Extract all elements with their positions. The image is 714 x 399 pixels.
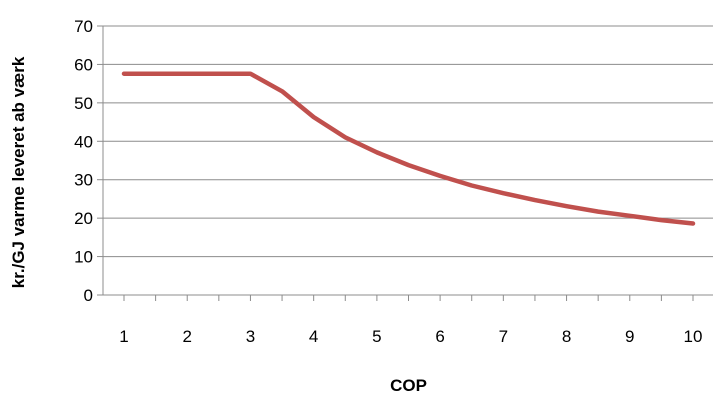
x-tick-label: 2: [182, 327, 191, 346]
y-tick-label: 30: [74, 171, 93, 190]
tick-marks: [97, 25, 694, 301]
y-tick-label: 70: [74, 17, 93, 36]
x-tick-label: 6: [435, 327, 444, 346]
y-tick-labels: 0 10 20 30 40 50 60 70: [74, 17, 93, 305]
gridlines: [103, 25, 713, 258]
x-tick-label: 9: [625, 327, 634, 346]
x-tick-label: 3: [246, 327, 255, 346]
y-tick-label: 50: [74, 94, 93, 113]
series-line: [121, 71, 696, 226]
x-tick-label: 5: [372, 327, 381, 346]
y-tick-label: 10: [74, 248, 93, 267]
x-tick-label: 4: [309, 327, 318, 346]
x-tick-label: 7: [499, 327, 508, 346]
x-tick-label: 8: [562, 327, 571, 346]
series-layer: [121, 71, 696, 226]
y-tick-label: 60: [74, 55, 93, 74]
x-tick-labels: 1 2 3 4 5 6 7 8 9 10: [119, 327, 702, 346]
x-tick-label: 10: [684, 327, 703, 346]
x-axis-title: COP: [390, 376, 427, 395]
x-tick-label: 1: [119, 327, 128, 346]
y-tick-label: 40: [74, 132, 93, 151]
y-tick-label: 20: [74, 209, 93, 228]
axes: [102, 26, 713, 296]
y-tick-label: 0: [84, 286, 93, 305]
y-axis-title: kr./GJ varme leveret ab værk: [9, 56, 28, 288]
